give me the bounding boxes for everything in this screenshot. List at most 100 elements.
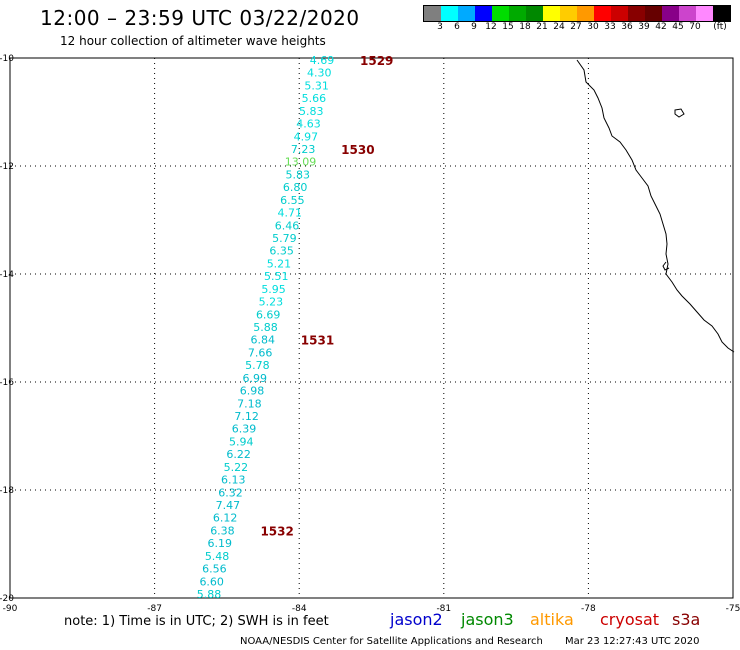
wave-height-value: 7.23 <box>291 143 316 156</box>
color-swatch <box>662 6 679 21</box>
wave-height-value: 6.98 <box>240 385 265 398</box>
island-outline <box>674 108 685 118</box>
color-scale-label: 3 <box>437 22 443 32</box>
wave-height-value: 5.95 <box>261 283 286 296</box>
map-grid <box>10 58 733 598</box>
color-scale-label: 45 <box>672 22 684 32</box>
wave-height-value: 5.48 <box>205 550 230 563</box>
longitude-label: -75 <box>726 604 740 614</box>
latitude-label: -20 <box>0 594 14 604</box>
page-subtitle: 12 hour collection of altimeter wave hei… <box>60 34 326 48</box>
color-scale-label: 39 <box>638 22 650 32</box>
wave-height-value: 5.83 <box>299 105 324 118</box>
wave-height-value: 5.83 <box>286 168 311 181</box>
wave-height-value: 5.22 <box>224 461 249 474</box>
coastline <box>576 59 735 353</box>
color-scale-label: 15 <box>502 22 514 32</box>
wave-height-value: 4.71 <box>277 207 302 220</box>
color-scale-label: 12 <box>485 22 497 32</box>
wave-height-value: 5.51 <box>264 270 289 283</box>
color-scale-label: 9 <box>471 22 477 32</box>
color-scale-label: 36 <box>621 22 633 32</box>
color-scale-label: 27 <box>570 22 582 32</box>
wave-height-value: 6.32 <box>218 486 243 499</box>
color-swatch <box>560 6 577 21</box>
pass-time-label: 1531 <box>301 334 334 348</box>
credit-line: NOAA/NESDIS Center for Satellite Applica… <box>240 636 543 647</box>
color-swatch <box>424 6 441 21</box>
color-swatch <box>611 6 628 21</box>
generation-timestamp: Mar 23 12:27:43 UTC 2020 <box>565 636 700 647</box>
wave-height-value: 5.66 <box>302 92 327 105</box>
wave-height-value: 4.69 <box>310 54 335 67</box>
wave-height-value: 5.31 <box>304 79 329 92</box>
footer-note: note: 1) Time is in UTC; 2) SWH is in fe… <box>64 614 329 629</box>
wave-height-value: 6.99 <box>242 372 267 385</box>
wave-height-value: 4.63 <box>296 118 321 131</box>
latitude-label: -18 <box>0 486 14 496</box>
color-scale-label: 21 <box>536 22 548 32</box>
wave-height-value: 5.88 <box>253 321 278 334</box>
map-frame <box>9 57 734 599</box>
color-swatch <box>509 6 526 21</box>
longitude-label: -87 <box>147 604 162 614</box>
wave-height-value: 5.21 <box>267 257 292 270</box>
latitude-labels: -10 -12 -14 -16 -18 -20 <box>0 54 14 604</box>
color-scale-label: 70 <box>689 22 701 32</box>
wave-height-value: 6.69 <box>256 308 281 321</box>
color-swatch <box>492 6 509 21</box>
wave-height-value: 4.30 <box>307 67 332 80</box>
wave-height-value: 6.80 <box>283 181 308 194</box>
color-swatch <box>594 6 611 21</box>
wave-height-value: 5.23 <box>259 296 284 309</box>
longitude-label: -78 <box>581 604 596 614</box>
wave-height-value: 6.12 <box>213 512 238 525</box>
satellite-jason3: jason3 <box>461 610 514 629</box>
wave-height-value: 6.55 <box>280 194 305 207</box>
color-swatch <box>543 6 560 21</box>
longitude-label: -90 <box>3 604 18 614</box>
color-swatch <box>679 6 696 21</box>
color-scale-label: (ft) <box>713 22 727 32</box>
wave-height-value: 6.39 <box>232 423 257 436</box>
satellite-s3a: s3a <box>672 610 701 629</box>
wave-height-value: 7.18 <box>237 397 262 410</box>
latitude-label: -16 <box>0 378 14 388</box>
satellite-jason2: jason2 <box>390 610 443 629</box>
satellite-cryosat: cryosat <box>600 610 660 629</box>
coast-inlet <box>662 261 670 271</box>
wave-height-value: 6.56 <box>202 563 227 576</box>
color-swatch <box>458 6 475 21</box>
page-title: 12:00 – 23:59 UTC 03/22/2020 <box>40 6 360 30</box>
wave-height-value: 5.88 <box>197 588 222 601</box>
color-scale-labels: 3 6 9 12 15 18 21 24 27 30 33 36 39 42 45 70 (ft) <box>423 22 740 34</box>
color-swatch <box>526 6 543 21</box>
wave-height-value: 6.22 <box>226 448 251 461</box>
color-swatch <box>713 6 730 21</box>
longitude-label: -84 <box>292 604 307 614</box>
wave-height-value: 6.46 <box>275 219 300 232</box>
color-scale-bar <box>423 5 731 22</box>
color-swatch <box>441 6 458 21</box>
wave-height-value: 7.66 <box>248 346 273 359</box>
color-scale-label: 18 <box>519 22 531 32</box>
color-swatch <box>645 6 662 21</box>
color-swatch <box>696 6 713 21</box>
color-scale-label: 42 <box>655 22 667 32</box>
wave-height-value: 7.47 <box>216 499 241 512</box>
color-swatch <box>577 6 594 21</box>
wave-height-value: 7.12 <box>234 410 259 423</box>
wave-height-value: 6.35 <box>269 245 294 258</box>
wave-height-value: 6.19 <box>208 537 233 550</box>
wave-height-value: 5.94 <box>229 435 254 448</box>
altimeter-track: 4.694.305.315.665.834.634.977.2313.095.8… <box>197 54 335 601</box>
color-scale-label: 24 <box>553 22 565 32</box>
wave-height-value: 6.84 <box>251 334 276 347</box>
satellite-altika: altika <box>530 610 574 629</box>
color-scale-label: 33 <box>604 22 616 32</box>
wave-height-value: 6.38 <box>210 524 235 537</box>
latitude-label: -14 <box>0 270 14 280</box>
pass-time-label: 1530 <box>341 143 374 157</box>
wave-height-value: 4.97 <box>294 130 319 143</box>
